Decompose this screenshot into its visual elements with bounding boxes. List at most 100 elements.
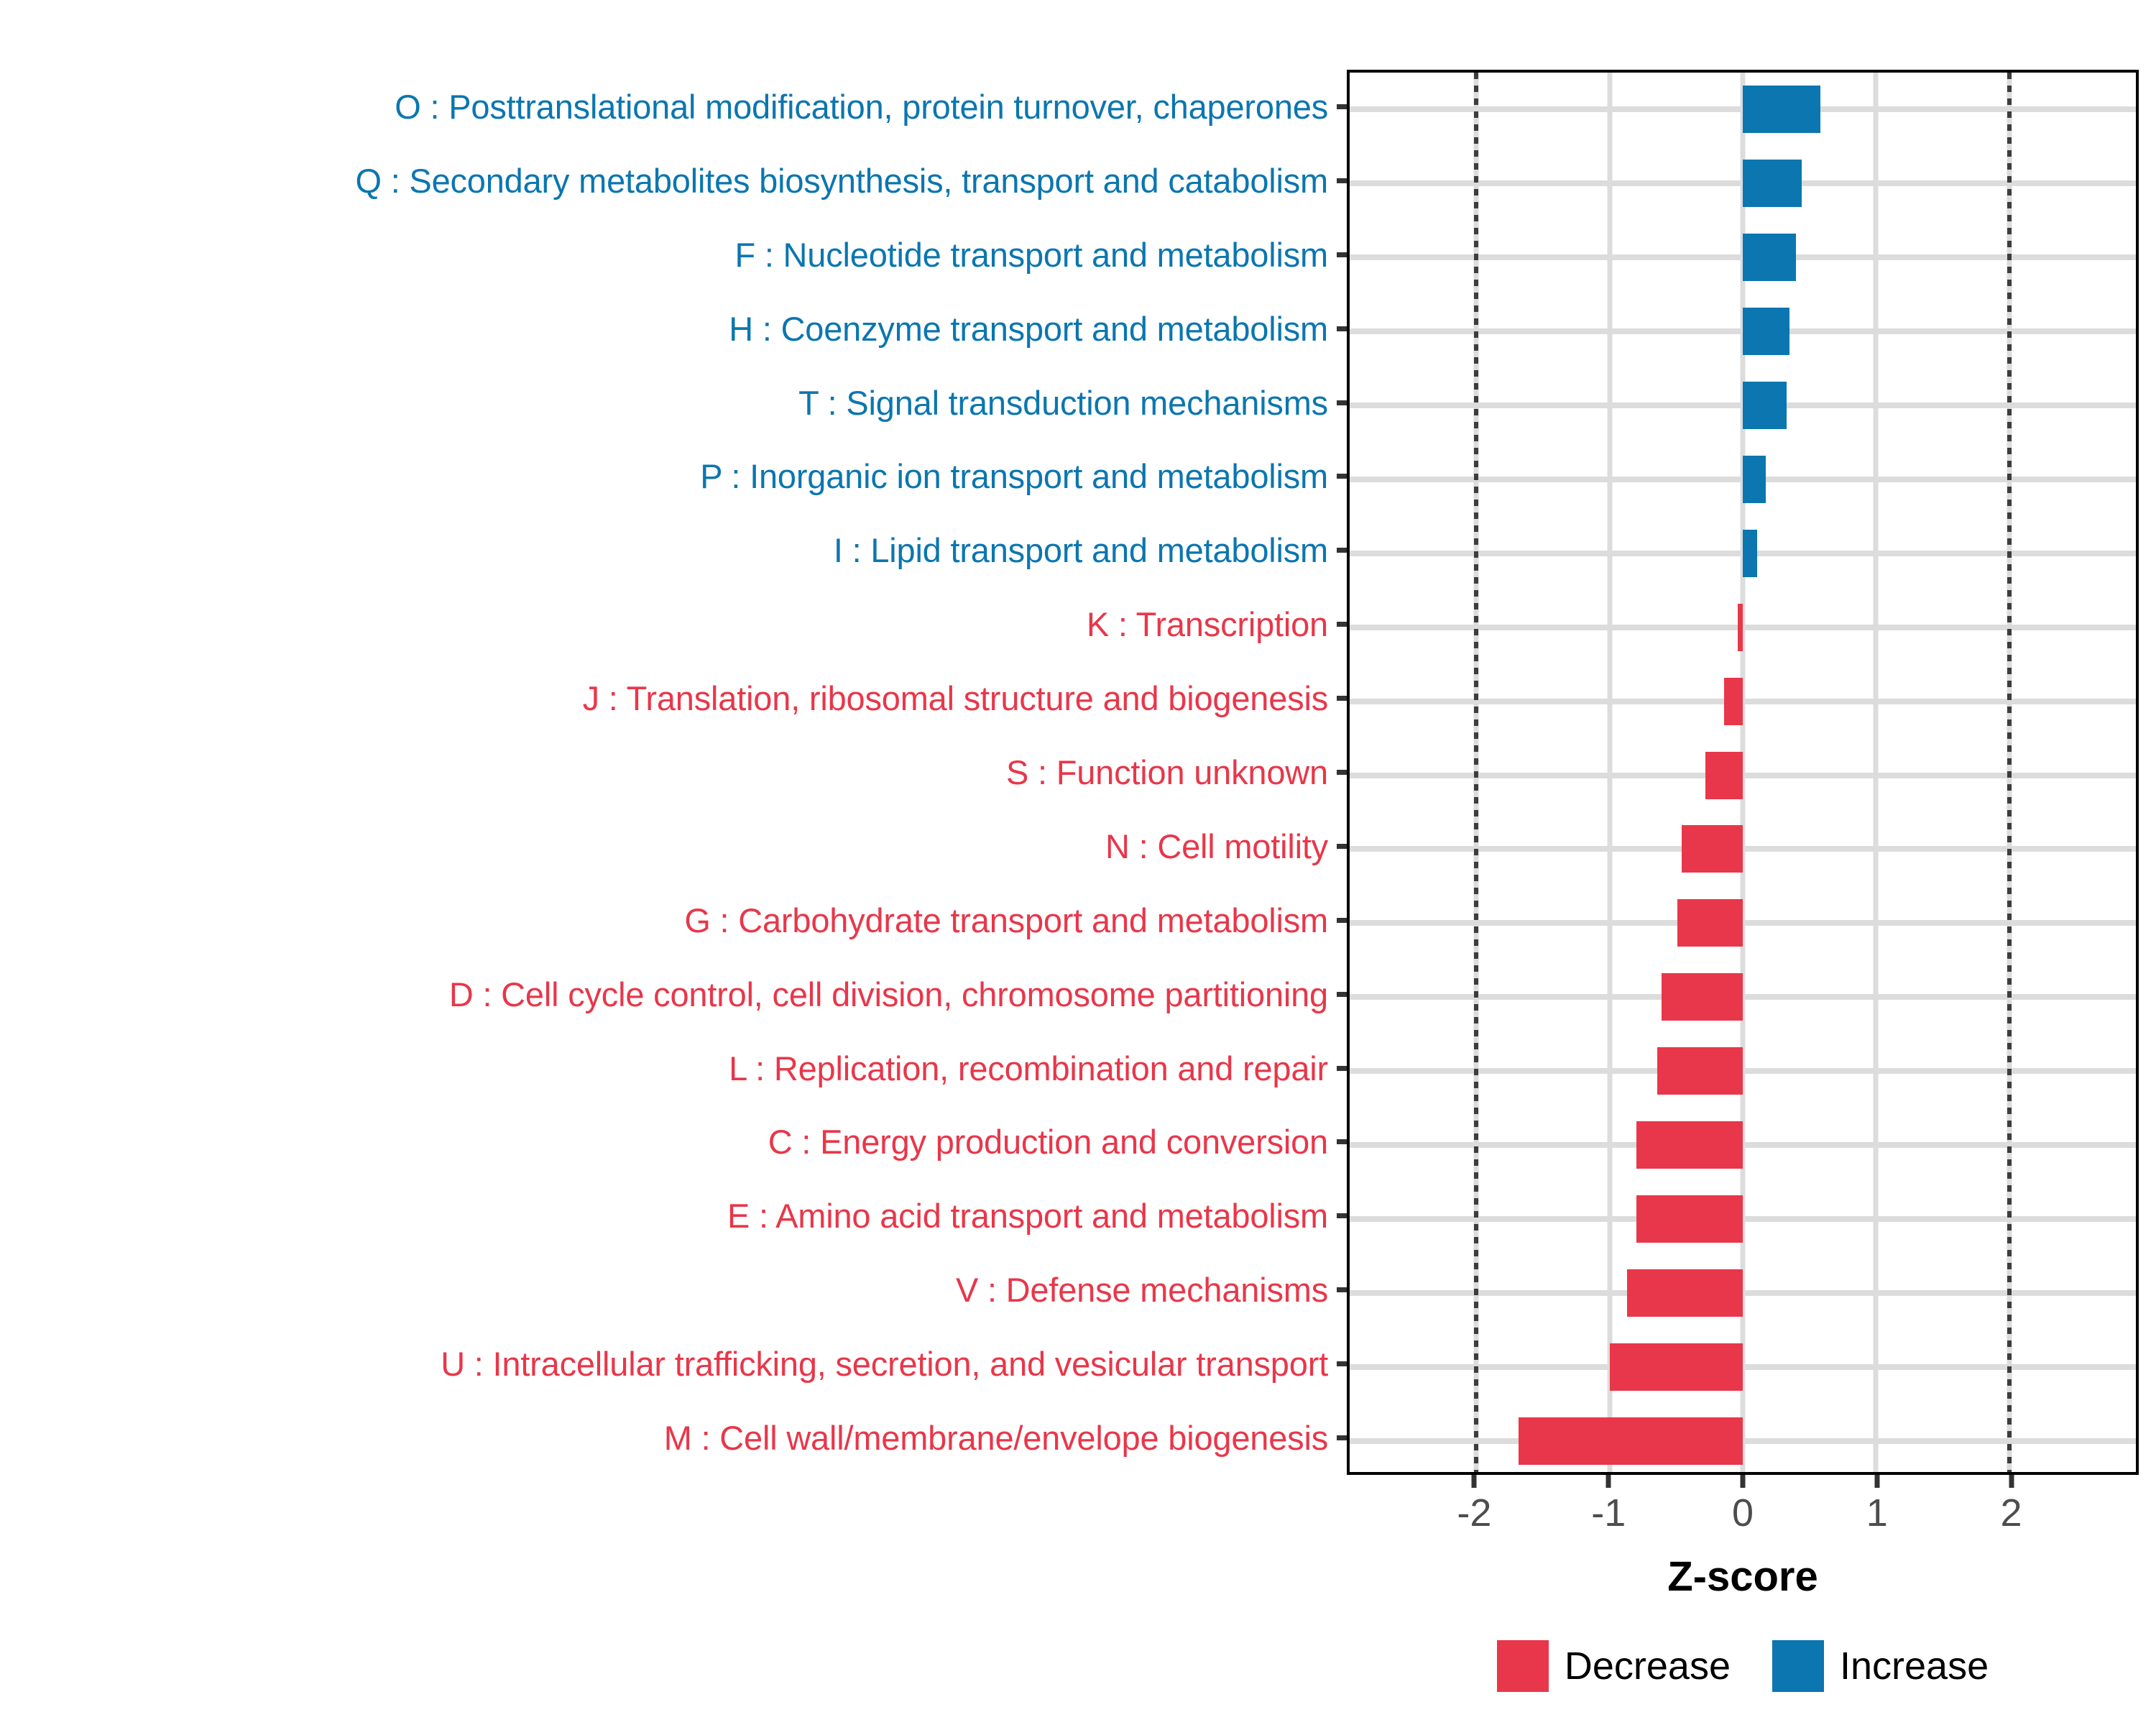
bar [1724,677,1743,725]
bar [1677,899,1743,947]
bar [1705,751,1743,799]
legend-swatch-icon [1772,1640,1824,1692]
category-label: L : Replication, recombination and repai… [729,1049,1328,1087]
x-axis-tick-label: -2 [1457,1491,1492,1535]
bar [1743,234,1797,282]
category-label: N : Cell motility [1105,827,1328,865]
category-label-row: S : Function unknown [0,735,1338,809]
bar [1743,455,1766,503]
gridline-horizontal [1350,920,2136,926]
gridline-horizontal [1350,1363,2136,1370]
y-axis-tick [1337,1287,1347,1293]
plot-panel [1347,70,2139,1475]
category-label: U : Intracellular trafficking, secretion… [441,1345,1328,1384]
category-label: T : Signal transduction mechanisms [798,383,1328,422]
bar [1636,1195,1743,1243]
y-axis-tick [1337,400,1347,405]
category-label: V : Defense mechanisms [955,1271,1328,1310]
bar [1626,1269,1743,1317]
y-axis-tick [1337,770,1347,775]
x-axis-tick [1471,1475,1477,1488]
y-axis-tick [1337,178,1347,183]
x-axis-tick [1740,1475,1746,1488]
category-label-row: G : Carbohydrate transport and metabolis… [0,883,1338,957]
legend-swatch-icon [1496,1640,1549,1692]
reference-line-dotted [2007,73,2012,1472]
legend-label: Increase [1839,1644,1989,1688]
bar [1743,86,1820,134]
bar [1519,1417,1743,1465]
y-axis-tick [1337,622,1347,627]
category-label: E : Amino acid transport and metabolism [727,1197,1328,1236]
category-label: O : Posttranslational modification, prot… [395,87,1328,126]
category-label-row: P : Inorganic ion transport and metaboli… [0,439,1338,513]
bar [1737,603,1743,651]
gridline-horizontal [1350,1289,2136,1296]
category-label-row: C : Energy production and conversion [0,1105,1338,1179]
category-label-row: M : Cell wall/membrane/envelope biogenes… [0,1401,1338,1475]
bar [1743,160,1802,208]
gridline-horizontal [1350,772,2136,778]
category-label: D : Cell cycle control, cell division, c… [448,975,1328,1013]
plot-area [1350,73,2136,1472]
chart-legend: Decrease Increase [1347,1630,2139,1702]
bar [1657,1047,1743,1095]
y-axis-tick [1337,104,1347,109]
category-label-row: J : Translation, ribosomal structure and… [0,661,1338,735]
category-label: J : Translation, ribosomal structure and… [582,679,1329,718]
x-axis-tick-label: 1 [1866,1491,1888,1535]
y-axis-tick [1337,548,1347,553]
x-axis-title: Z-score [1667,1553,1818,1600]
y-axis-tick [1337,991,1347,997]
gridline-horizontal [1350,1068,2136,1075]
category-label-row: Q : Secondary metabolites biosynthesis, … [0,144,1338,218]
gridline-horizontal [1350,624,2136,630]
bar [1743,382,1787,430]
reference-line-dotted [1474,73,1479,1472]
category-label: I : Lipid transport and metabolism [833,531,1328,570]
gridline-horizontal [1350,1438,2136,1444]
y-axis-tick [1337,1139,1347,1145]
category-label: M : Cell wall/membrane/envelope biogenes… [663,1419,1328,1458]
x-axis: -2 -1 0 1 2 [1347,1475,2139,1561]
y-axis-tick [1337,1435,1347,1441]
y-axis-tick [1337,252,1347,257]
category-label-row: F : Nucleotide transport and metabolism [0,218,1338,292]
y-axis-tick [1337,1065,1347,1071]
bar [1661,973,1743,1021]
category-label-row: U : Intracellular trafficking, secretion… [0,1327,1338,1401]
bar [1636,1121,1743,1169]
category-label-row: I : Lipid transport and metabolism [0,513,1338,587]
y-axis-tick [1337,843,1347,849]
category-label-row: T : Signal transduction mechanisms [0,366,1338,440]
category-label-row: D : Cell cycle control, cell division, c… [0,957,1338,1031]
bar [1681,825,1743,873]
legend-item-decrease[interactable]: Decrease [1496,1640,1731,1692]
bar [1743,308,1789,356]
x-axis-tick-label: 2 [2000,1491,2022,1535]
bar [1609,1343,1743,1391]
category-axis-labels: O : Posttranslational modification, prot… [0,70,1338,1475]
legend-item-increase[interactable]: Increase [1772,1640,1989,1692]
category-label: C : Energy production and conversion [768,1123,1328,1162]
x-axis-tick-label: -1 [1591,1491,1626,1535]
category-label-row: E : Amino acid transport and metabolism [0,1179,1338,1253]
y-axis-tick [1337,1213,1347,1219]
bar [1743,529,1758,577]
gridline-horizontal [1350,846,2136,852]
category-label: F : Nucleotide transport and metabolism [734,235,1328,274]
category-label: H : Coenzyme transport and metabolism [729,309,1328,348]
category-label: S : Function unknown [1006,753,1328,791]
y-axis-tick [1337,326,1347,331]
category-label: Q : Secondary metabolites biosynthesis, … [355,161,1328,200]
category-label-row: H : Coenzyme transport and metabolism [0,292,1338,366]
y-axis-tick [1337,696,1347,702]
category-label-row: N : Cell motility [0,809,1338,883]
category-label: G : Carbohydrate transport and metabolis… [684,901,1328,939]
legend-label: Decrease [1564,1644,1731,1688]
gridline-horizontal [1350,994,2136,1000]
y-axis-tick [1337,1361,1347,1367]
category-label-row: K : Transcription [0,587,1338,661]
category-label: K : Transcription [1086,605,1328,644]
